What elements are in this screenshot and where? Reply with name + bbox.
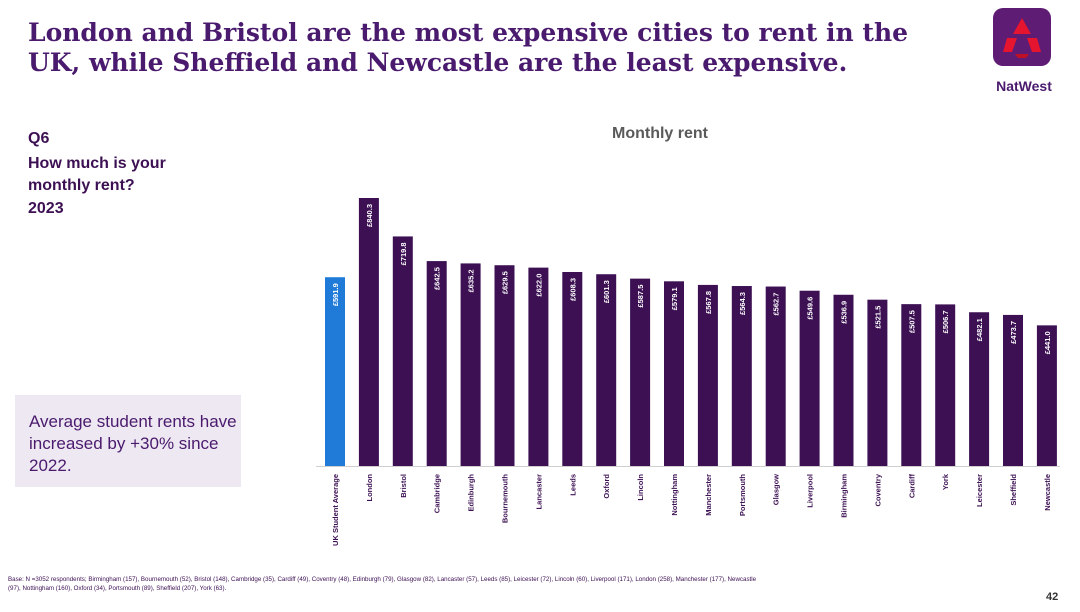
category-tick-label: Oxford [602,474,611,499]
base-footnote: Base: N =3052 respondents; Birmingham (1… [8,576,757,592]
bar-value-label: £635.2 [467,269,476,292]
category-tick-label: Lancaster [534,474,543,510]
page-number: 42 [1046,591,1059,603]
bar-value-label: £521.5 [873,306,882,329]
bar-value-label: £536.9 [840,301,849,324]
bar-value-label: £579.1 [670,287,679,310]
chart-title: Monthly rent [612,125,708,142]
bar [596,274,617,466]
bar [731,286,752,466]
bar [833,294,854,466]
category-tick-label: Birmingham [840,474,849,518]
category-tick-label: Manchester [704,474,713,516]
bar [494,265,515,466]
bar-value-label: £507.5 [907,310,916,333]
logo-wordmark: NatWest [996,78,1052,94]
callout-box: Average student rents have increased by … [15,395,241,487]
bar-value-label: £622.0 [534,274,543,297]
bar [358,198,379,466]
bar [664,281,684,466]
bar [426,261,447,466]
category-tick-label: UK Student Average [331,474,340,546]
category-tick-label: Leicester [975,474,984,507]
category-tick-label: Cardiff [907,474,916,499]
category-tick-label: Nottingham [670,474,679,516]
bar [392,236,413,466]
bar [867,299,888,466]
bar-value-label: £473.7 [1009,321,1018,344]
bar-value-label: £840.3 [365,204,374,227]
bar [969,312,990,466]
category-tick-label: Leeds [568,474,577,496]
question-code: Q6 [28,130,50,147]
brand-logo: NatWest [988,8,1060,100]
bar-value-label: £549.6 [806,297,815,320]
bar [325,277,345,466]
category-tick-label: Glasgow [772,474,781,505]
bar-value-label: £441.0 [1043,331,1052,354]
bar [562,271,583,466]
question-year: 2023 [28,200,64,217]
bar-value-label: £587.5 [636,285,645,308]
category-tick-label: Lincoln [636,474,645,501]
bar-value-label: £629.5 [501,271,510,294]
bar-value-label: £591.9 [331,283,340,306]
bar-value-label: £506.7 [941,310,950,333]
bar-value-label: £608.3 [568,278,577,301]
bar [528,267,549,466]
category-tick-label: Bournemouth [501,474,510,524]
category-tick-label: Edinburgh [467,474,476,512]
bar [799,290,820,466]
question-text: How much is your monthly rent? [28,155,166,194]
category-tick-label: Newcastle [1043,474,1052,511]
category-tick-label: Sheffield [1009,474,1018,506]
category-tick-label: Portsmouth [738,474,747,517]
bar [697,284,718,466]
bar [901,304,922,466]
page-title: London and Bristol are the most expensiv… [28,18,909,77]
category-tick-label: Bristol [399,474,408,498]
bar-value-label: £562.7 [772,293,781,316]
category-tick-label: York [941,473,950,490]
bar-value-label: £719.8 [399,242,408,265]
category-tick-label: Cambridge [433,474,442,513]
category-tick-label: Liverpool [806,474,815,508]
bar [460,263,481,466]
callout-text: Average student rents have increased by … [29,412,237,475]
bar [935,304,956,466]
category-tick-label: Coventry [873,473,882,506]
bar [1036,325,1057,466]
bar [1003,314,1023,466]
bar-value-label: £564.3 [738,292,747,315]
bar [630,278,651,466]
category-tick-label: London [365,474,374,502]
natwest-cube-logo-icon [993,8,1051,66]
bar-value-label: £567.8 [704,291,713,314]
bar [765,286,786,466]
bar-value-label: £642.5 [433,267,442,290]
bar-value-label: £482.1 [975,318,984,341]
bar-value-label: £601.3 [602,280,611,303]
